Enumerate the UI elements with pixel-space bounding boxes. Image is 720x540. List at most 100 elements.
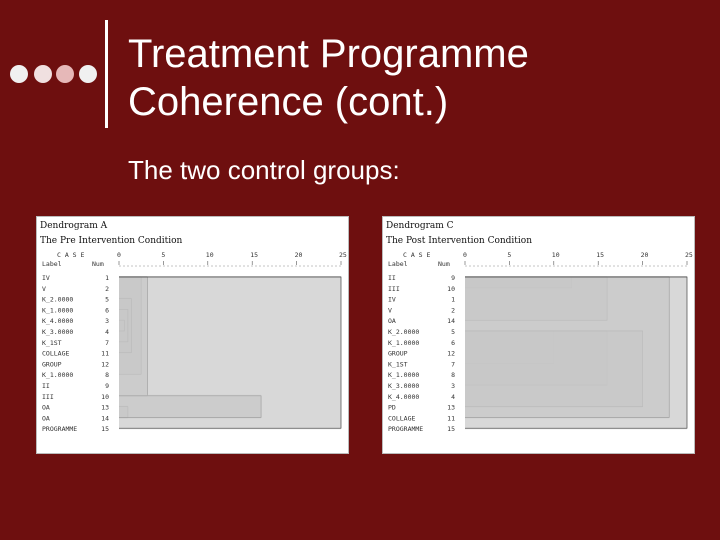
case-label: K_4.0000	[388, 393, 419, 401]
case-label: K_1.0000	[42, 371, 73, 379]
case-label: K_4.0000	[42, 317, 73, 325]
case-label: K_3.0000	[42, 328, 73, 336]
case-label: II	[388, 274, 396, 282]
case-label: II	[42, 382, 50, 390]
tick-label: 10	[206, 251, 214, 259]
tick-label: 15	[596, 251, 604, 259]
case-label: III	[42, 393, 54, 401]
tick-label: 20	[641, 251, 649, 259]
case-number: 15	[101, 425, 109, 433]
case-label: V	[388, 306, 392, 314]
case-number: 1	[451, 296, 455, 304]
case-number: 5	[451, 328, 455, 336]
case-label: COLLAGE	[42, 350, 69, 358]
case-number: 3	[451, 382, 455, 390]
case-number: 7	[105, 339, 109, 347]
case-label: PROGRAMME	[42, 425, 77, 433]
case-label: COLLAGE	[388, 414, 415, 422]
case-number: 13	[101, 404, 109, 412]
case-label: K_1.0000	[388, 339, 419, 347]
case-header: C A S E	[57, 251, 84, 259]
tick-label: 10	[552, 251, 560, 259]
case-label: PROGRAMME	[388, 425, 423, 433]
case-number: 4	[451, 393, 455, 401]
title-line-2: Coherence (cont.)	[128, 80, 449, 124]
case-number: 8	[451, 371, 455, 379]
case-number: 6	[105, 306, 109, 314]
case-number: 11	[101, 350, 109, 358]
dendrogram-tree	[119, 276, 342, 430]
case-number: 15	[447, 425, 455, 433]
case-label: IV	[42, 274, 50, 282]
dot-icon	[10, 65, 28, 83]
case-number: 12	[447, 350, 455, 358]
case-label: K_3.0000	[388, 382, 419, 390]
case-number: 9	[451, 274, 455, 282]
case-header: C A S E	[403, 251, 430, 259]
dendrogram-c-svg: Dendrogram C The Post Intervention Condi…	[386, 221, 693, 433]
cluster-bracket	[119, 276, 342, 429]
case-label: OA	[42, 404, 50, 412]
tick-label: 20	[295, 251, 303, 259]
dendrogram-title: Dendrogram C	[386, 221, 454, 231]
label-header: Label	[388, 260, 408, 268]
tick-label: 0	[117, 251, 121, 259]
case-label: K_2.0000	[42, 296, 73, 304]
dot-icon	[79, 65, 97, 83]
case-label: K_2.0000	[388, 328, 419, 336]
cluster-block	[465, 276, 687, 430]
tick-label: 5	[161, 251, 165, 259]
dendrogram-a-panel: Dendrogram A The Pre Intervention Condit…	[36, 216, 349, 454]
tick-label: 25	[685, 251, 693, 259]
case-number: 2	[451, 306, 455, 314]
case-number: 11	[447, 414, 455, 422]
case-label: K_1.0000	[388, 371, 419, 379]
case-label: K_1ST	[388, 360, 408, 368]
dendrogram-subtitle: The Pre Intervention Condition	[40, 236, 183, 246]
cluster-block	[119, 276, 341, 430]
dot-icon	[56, 65, 74, 83]
tick-label: 15	[250, 251, 258, 259]
case-number: 8	[105, 371, 109, 379]
dendrogram-tree	[465, 276, 688, 430]
case-number: 3	[105, 317, 109, 325]
case-label: OA	[388, 317, 396, 325]
dendrogram-c-panel: Dendrogram C The Post Intervention Condi…	[382, 216, 695, 454]
case-rows: II 9 III 10 IV 1 V 2 OA 14 K_2.0000 5 K_1.0000 6 GROUP…	[388, 274, 455, 433]
num-header: Num	[92, 260, 104, 268]
case-number: 10	[447, 285, 455, 293]
case-label: PD	[388, 404, 396, 412]
case-label: K_1.0000	[42, 306, 73, 314]
case-label: GROUP	[388, 350, 408, 358]
tick-labels: 0 5 10 15 20 25	[463, 251, 693, 267]
case-label: OA	[42, 414, 50, 422]
slide-title: Treatment Programme Coherence (cont.)	[128, 30, 698, 126]
title-line-1: Treatment Programme	[128, 32, 529, 76]
tick-label: 0	[463, 251, 467, 259]
cluster-bracket	[465, 276, 688, 429]
case-number: 6	[451, 339, 455, 347]
case-label: III	[388, 285, 400, 293]
case-number: 9	[105, 382, 109, 390]
tick-labels: 0 5 10 15 20 25	[117, 251, 347, 267]
case-number: 7	[451, 360, 455, 368]
case-label: GROUP	[42, 360, 62, 368]
dendrogram-a-svg: Dendrogram A The Pre Intervention Condit…	[40, 221, 347, 433]
case-number: 5	[105, 296, 109, 304]
dendrogram-subtitle: The Post Intervention Condition	[386, 236, 532, 246]
case-number: 14	[101, 414, 109, 422]
title-divider	[105, 20, 108, 128]
tick-label: 25	[339, 251, 347, 259]
case-number: 12	[101, 360, 109, 368]
dendrogram-title: Dendrogram A	[40, 221, 108, 231]
case-number: 2	[105, 285, 109, 293]
dot-icon	[34, 65, 52, 83]
case-number: 1	[105, 274, 109, 282]
slide-subtitle: The two control groups:	[128, 155, 400, 185]
label-header: Label	[42, 260, 62, 268]
case-number: 13	[447, 404, 455, 412]
tick-label: 5	[507, 251, 511, 259]
case-rows: IV 1 V 2 K_2.0000 5 K_1.0000 6 K_4.0000 3 K_3.0000…	[42, 274, 109, 433]
case-label: IV	[388, 296, 396, 304]
case-label: K_1ST	[42, 339, 62, 347]
